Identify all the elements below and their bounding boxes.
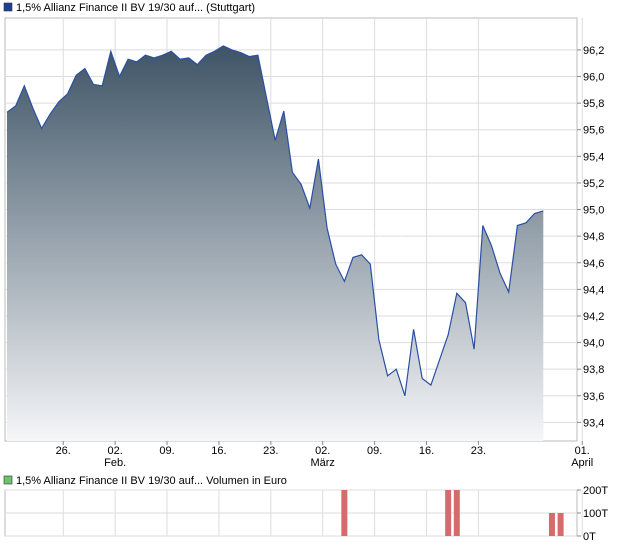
y-tick-label: 93,4 <box>583 417 604 429</box>
y-tick-label: 95,6 <box>583 125 604 137</box>
y-tick-label: 94,4 <box>583 284 604 296</box>
price-legend-label: 1,5% Allianz Finance II BV 19/30 auf... … <box>16 2 255 14</box>
x-tick-month-label: März <box>310 457 334 469</box>
volume-bar <box>548 513 555 536</box>
volume-bars <box>341 490 564 536</box>
watermark: FCK <box>365 226 409 251</box>
y-tick-label: 95,8 <box>583 98 604 110</box>
price-line <box>6 45 544 396</box>
volume-y-axis: 0T 100T 200T <box>577 485 608 543</box>
y-tick-label: 95,0 <box>583 205 604 217</box>
price-chart-area <box>6 45 544 442</box>
x-tick-day-label: 23. <box>471 445 486 457</box>
y-tick-label: 96,2 <box>583 45 604 57</box>
y-tick-label: 94,2 <box>583 311 604 323</box>
volume-chart-grid <box>4 489 583 537</box>
y-tick-label: 93,8 <box>583 364 604 376</box>
y-tick-label: 95,2 <box>583 178 604 190</box>
price-y-axis: 93,4 93,6 93,8 94,0 94,2 94,4 94,6 94,8 95,0 95,2… <box>577 45 604 429</box>
volume-bar <box>445 490 452 536</box>
x-tick-day-label: 16. <box>211 445 226 457</box>
x-tick-day-label: 09. <box>159 445 174 457</box>
x-tick-day-label: 02. <box>107 445 122 457</box>
x-tick-day-label: 23. <box>263 445 278 457</box>
x-tick-day-label: 16. <box>419 445 434 457</box>
y-tick-label: 94,8 <box>583 231 604 243</box>
price-area-fill <box>7 45 544 442</box>
volume-y-tick-label: 100T <box>583 508 608 520</box>
y-tick-label: 93,6 <box>583 391 604 403</box>
volume-y-tick-label: 200T <box>583 485 608 497</box>
volume-bar <box>341 490 348 536</box>
volume-y-tick-label: 0T <box>583 531 596 543</box>
x-tick-day-label: 01. <box>575 445 590 457</box>
y-tick-label: 94,6 <box>583 258 604 270</box>
x-tick-month-label: April <box>571 457 593 469</box>
volume-legend-label: 1,5% Allianz Finance II BV 19/30 auf... … <box>16 475 287 487</box>
x-tick-day-label: 02. <box>315 445 330 457</box>
x-tick-month-label: Feb. <box>104 457 126 469</box>
volume-bar <box>453 490 460 536</box>
volume-legend-swatch <box>3 475 13 485</box>
y-tick-label: 95,4 <box>583 151 604 163</box>
volume-bar <box>557 513 564 536</box>
x-tick-day-label: 26. <box>56 445 71 457</box>
y-tick-label: 94,0 <box>583 338 604 350</box>
x-tick-day-label: 09. <box>367 445 382 457</box>
y-tick-label: 96,0 <box>583 72 604 84</box>
price-legend-swatch <box>3 2 13 12</box>
